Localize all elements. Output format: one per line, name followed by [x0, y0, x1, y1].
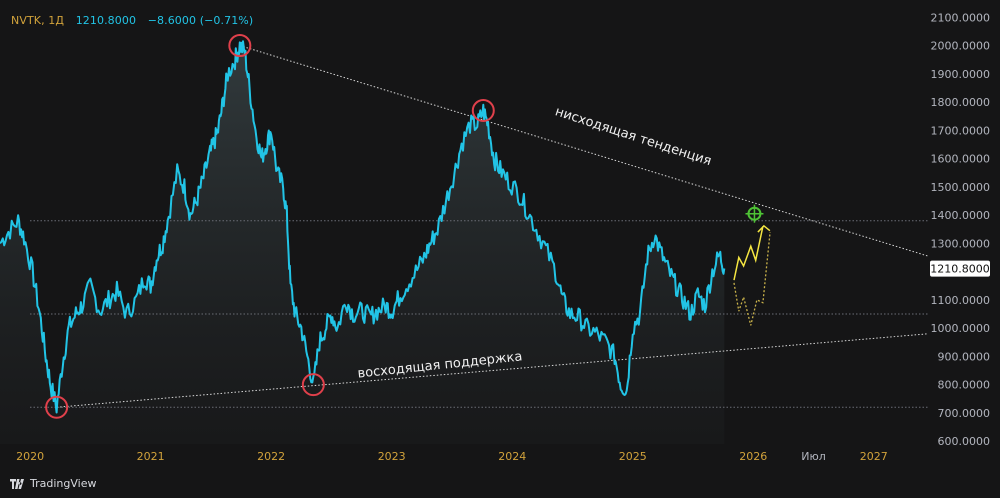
y-tick-label-11: 1700.0000	[931, 124, 991, 137]
current-price-label: 1210.8000	[930, 263, 990, 276]
y-tick-label-8: 1400.0000	[931, 209, 991, 222]
brand-name: TradingView	[30, 477, 97, 490]
y-tick-label-3: 900.0000	[938, 350, 991, 363]
pivot-circle-4	[471, 99, 495, 123]
x-tick-label-3: 2023	[378, 450, 406, 463]
y-tick-label-13: 1900.0000	[931, 68, 991, 81]
symbol-label[interactable]: NVTK, 1Д	[11, 14, 65, 27]
y-tick-label-10: 1600.0000	[931, 153, 991, 166]
y-tick-label-15: 2100.0000	[931, 11, 991, 24]
x-tick-label-8: 2027	[860, 450, 888, 463]
y-tick-label-7: 1300.0000	[931, 237, 991, 250]
y-tick-label-12: 1800.0000	[931, 96, 991, 109]
tradingview-logo-icon	[10, 478, 24, 489]
x-tick-label-7: Июл	[801, 450, 826, 463]
x-tick-label-4: 2024	[498, 450, 526, 463]
descending-trend-line	[239, 45, 929, 257]
x-tick-label-0: 2020	[16, 450, 44, 463]
y-tick-label-0: 600.0000	[938, 435, 991, 448]
y-tick-label-14: 2000.0000	[931, 40, 991, 53]
symbol-header[interactable]: NVTK, 1Д 1210.8000 −8.6000 (−0.71%)	[11, 14, 261, 27]
last-price: 1210.8000	[75, 14, 137, 27]
x-tick-label-1: 2021	[137, 450, 165, 463]
forecast-arrow-head	[757, 224, 771, 233]
descending-trend-label: нисходящая тенденция	[553, 104, 713, 169]
pivot-circle-1	[45, 395, 69, 419]
forecast-path-solid	[733, 226, 764, 281]
y-tick-label-4: 1000.0000	[931, 322, 991, 335]
pivot-circle-3	[301, 373, 325, 397]
price-change: −8.6000 (−0.71%)	[147, 14, 254, 27]
x-tick-label-6: 2026	[739, 450, 767, 463]
price-line	[0, 40, 726, 414]
x-tick-label-5: 2025	[619, 450, 647, 463]
tradingview-brand[interactable]: TradingView	[10, 477, 96, 490]
y-tick-label-1: 700.0000	[938, 407, 991, 420]
y-tick-label-2: 800.0000	[938, 379, 991, 392]
x-tick-label-2: 2022	[257, 450, 285, 463]
y-tick-label-5: 1100.0000	[931, 294, 991, 307]
forecast-path-dotted	[733, 232, 771, 326]
pivot-circle-2	[228, 34, 252, 58]
current-price-tag	[930, 260, 990, 277]
ascending-support-line	[56, 333, 929, 408]
y-tick-label-9: 1500.0000	[931, 181, 991, 194]
price-area	[0, 41, 725, 445]
